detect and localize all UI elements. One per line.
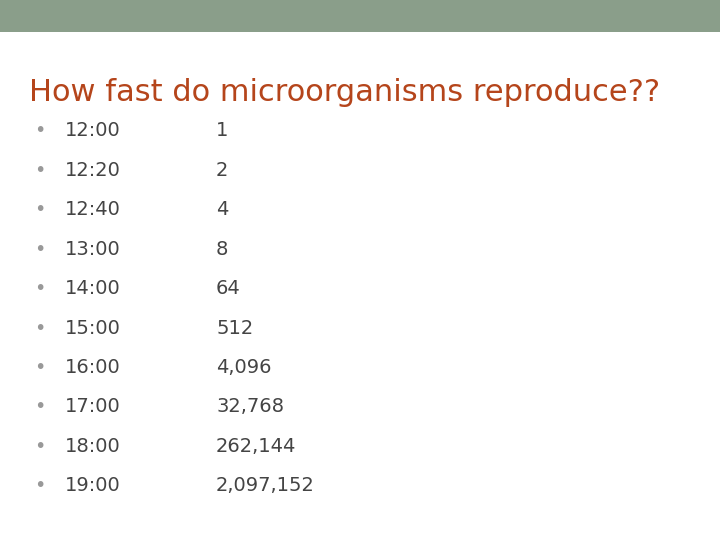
Text: 32,768: 32,768	[216, 397, 284, 416]
Text: 17:00: 17:00	[65, 397, 120, 416]
Text: 18:00: 18:00	[65, 437, 120, 456]
Text: •: •	[34, 161, 45, 180]
Text: 4,096: 4,096	[216, 358, 271, 377]
Text: 16:00: 16:00	[65, 358, 120, 377]
Text: •: •	[34, 240, 45, 259]
Text: 12:40: 12:40	[65, 200, 121, 219]
Text: •: •	[34, 397, 45, 416]
Text: •: •	[34, 358, 45, 377]
Text: 2,097,152: 2,097,152	[216, 476, 315, 495]
Text: How fast do microorganisms reproduce??: How fast do microorganisms reproduce??	[29, 78, 660, 107]
Text: •: •	[34, 437, 45, 456]
Text: •: •	[34, 200, 45, 219]
Text: •: •	[34, 319, 45, 338]
Text: •: •	[34, 122, 45, 140]
Text: 12:20: 12:20	[65, 161, 121, 180]
Text: 15:00: 15:00	[65, 319, 121, 338]
Text: 14:00: 14:00	[65, 279, 120, 298]
Text: 1: 1	[216, 122, 228, 140]
Text: 64: 64	[216, 279, 240, 298]
Text: 13:00: 13:00	[65, 240, 120, 259]
Text: •: •	[34, 476, 45, 495]
Text: 19:00: 19:00	[65, 476, 120, 495]
Bar	[0, 0, 720, 32]
Text: •: •	[34, 279, 45, 298]
Text: 262,144: 262,144	[216, 437, 297, 456]
Text: 12:00: 12:00	[65, 122, 120, 140]
Text: 2: 2	[216, 161, 228, 180]
Text: 8: 8	[216, 240, 228, 259]
Text: 4: 4	[216, 200, 228, 219]
Text: 512: 512	[216, 319, 253, 338]
